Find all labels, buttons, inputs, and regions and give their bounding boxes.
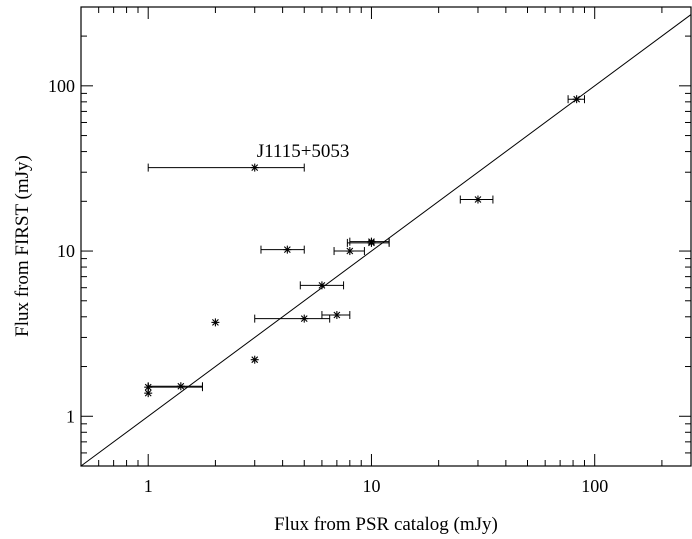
- y-axis-label: Flux from FIRST (mJy): [12, 155, 33, 337]
- x-tick-label: 100: [581, 476, 608, 496]
- marker-stroke: [346, 247, 354, 255]
- data-point: [321, 311, 351, 320]
- data-point: [254, 314, 331, 323]
- plot-frame: [80, 6, 692, 467]
- x-tick-label: 1: [144, 476, 153, 496]
- marker-stroke: [474, 196, 482, 203]
- x-axis-label: Flux from PSR catalog (mJy): [274, 514, 498, 535]
- data-point: [346, 238, 390, 247]
- data-point: [459, 195, 494, 204]
- marker-stroke: [251, 356, 259, 364]
- data-points: [144, 95, 585, 398]
- marker-stroke: [212, 318, 219, 326]
- y-tick-label: 1: [66, 406, 75, 426]
- marker-stroke: [300, 315, 308, 322]
- marker-stroke: [333, 311, 341, 319]
- data-point: [250, 355, 259, 364]
- marker-stroke: [283, 246, 291, 254]
- marker-stroke: [573, 95, 581, 103]
- marker-stroke: [144, 389, 152, 397]
- y-tick-label: 10: [57, 241, 75, 261]
- axis-ticks: [80, 6, 691, 467]
- data-point: [147, 382, 203, 391]
- data-point: [333, 247, 365, 256]
- data-point: [147, 163, 305, 172]
- marker-stroke: [318, 281, 326, 289]
- marker-stroke: [368, 238, 375, 246]
- data-point: [349, 237, 390, 246]
- source-annotation: J1115+5053: [257, 141, 350, 162]
- tick-labels: 1 10 100 1 10 100: [48, 76, 608, 496]
- data-point: [567, 95, 585, 104]
- y-tick-label: 100: [48, 76, 75, 96]
- equality-line: [80, 14, 692, 467]
- marker-stroke: [251, 164, 259, 171]
- data-point: [211, 318, 220, 327]
- data-point: [260, 245, 305, 254]
- x-tick-label: 10: [362, 476, 380, 496]
- data-point: [299, 281, 345, 290]
- marker-stroke: [177, 382, 185, 390]
- data-point: [144, 383, 203, 392]
